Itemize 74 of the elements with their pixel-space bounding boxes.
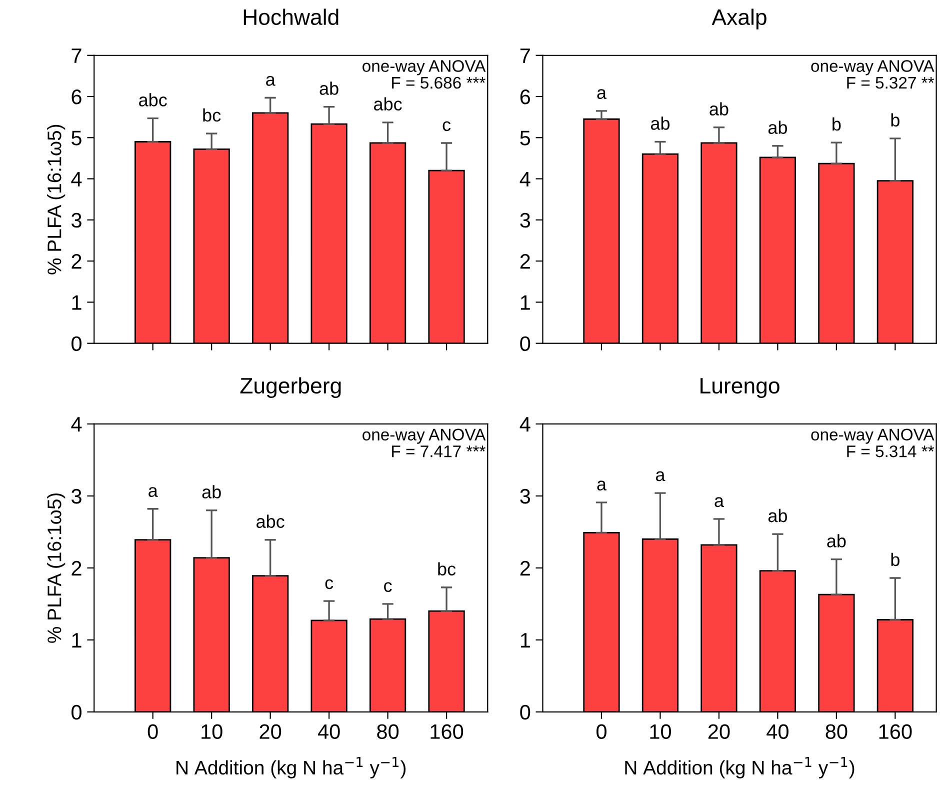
- x-axis-title: N Addition (kg N ha$^{−1}$ y$^{−1}$): [176, 757, 406, 778]
- x-tick-label: 80: [826, 724, 848, 740]
- x-axis-title: N Addition (kg N ha$^{−1}$ y$^{−1}$): [625, 757, 854, 778]
- y-tick-label: 4: [71, 417, 82, 432]
- y-tick-label: 1: [72, 633, 82, 648]
- x-tick-label: 80: [377, 724, 399, 740]
- annotation: c: [384, 582, 392, 592]
- y-tick-label: 5: [520, 130, 530, 146]
- x-tick-label: 40: [318, 724, 340, 740]
- y-tick-label: 0: [520, 336, 530, 352]
- x-tick-label: 20: [708, 724, 730, 740]
- y-tick-label: 2: [520, 254, 530, 269]
- annotation: one-way ANOVA F = 5.327 **: [811, 60, 934, 89]
- y-tick-label: 1: [520, 295, 530, 310]
- annotation: bc: [438, 562, 456, 576]
- annotation: ab: [710, 102, 728, 116]
- annotation: ab: [768, 120, 787, 134]
- x-tick-label: 160: [430, 724, 464, 740]
- annotation: a: [597, 480, 607, 491]
- y-tick-label: 5: [72, 130, 82, 146]
- y-tick-label: 2: [72, 560, 82, 576]
- annotation: abc: [256, 514, 284, 528]
- annotation: a: [266, 76, 276, 86]
- y-tick-label: 0: [520, 704, 530, 720]
- y-tick-label: 4: [71, 172, 82, 186]
- annotation: bc: [203, 108, 221, 122]
- annotation: abc: [374, 97, 402, 111]
- y-tick-label: 7: [72, 48, 82, 63]
- chart-title: Zugerberg: [240, 377, 341, 398]
- y-tick-label: 6: [520, 90, 530, 104]
- y-tick-label: 1: [72, 295, 82, 310]
- chart-title: Lurengo: [700, 378, 780, 398]
- annotation: a: [714, 497, 724, 508]
- annotation: ab: [650, 116, 670, 130]
- y-tick-label: 3: [520, 488, 530, 504]
- y-tick-label: 3: [72, 212, 82, 228]
- x-tick-label: 0: [596, 724, 606, 740]
- y-tick-label: 2: [520, 560, 530, 576]
- annotation: ab: [827, 534, 846, 548]
- annotation: c: [325, 579, 334, 590]
- annotation: b: [891, 552, 900, 566]
- y-tick-label: 7: [520, 48, 530, 63]
- chart-title: Axalp: [712, 8, 766, 30]
- annotation: ab: [768, 508, 787, 522]
- annotation: a: [148, 487, 158, 497]
- x-tick-label: 20: [260, 724, 282, 740]
- y-tick-label: 0: [72, 704, 82, 720]
- y-axis-title: % PLFA (16:1ω5): [47, 124, 66, 274]
- y-tick-label: 3: [520, 212, 530, 228]
- annotation: one-way ANOVA F = 7.417 ***: [362, 428, 486, 458]
- annotation: ab: [320, 82, 338, 95]
- y-tick-label: 0: [72, 336, 82, 352]
- annotation: a: [656, 471, 666, 482]
- annotation: abc: [139, 93, 167, 106]
- annotation: b: [832, 117, 841, 131]
- x-tick-label: 160: [879, 724, 912, 740]
- annotation: a: [597, 89, 607, 99]
- x-tick-label: 40: [766, 724, 788, 740]
- chart-title: Hochwald: [244, 8, 338, 26]
- y-tick-label: 3: [72, 488, 82, 504]
- y-tick-label: 4: [520, 417, 530, 432]
- annotation: one-way ANOVA F = 5.686 ***: [362, 60, 486, 89]
- y-tick-label: 4: [520, 172, 530, 186]
- annotation: ab: [202, 485, 221, 498]
- y-tick-label: 1: [520, 633, 530, 648]
- x-tick-label: 10: [202, 724, 222, 740]
- y-tick-label: 2: [72, 254, 82, 269]
- annotation: b: [891, 113, 900, 127]
- x-tick-label: 0: [148, 724, 158, 740]
- y-axis-title: % PLFA (16:1ω5): [47, 493, 66, 643]
- y-tick-label: 6: [72, 90, 82, 104]
- annotation: one-way ANOVA F = 5.314 **: [811, 428, 934, 458]
- x-tick-label: 10: [650, 724, 671, 740]
- annotation: c: [442, 121, 451, 132]
